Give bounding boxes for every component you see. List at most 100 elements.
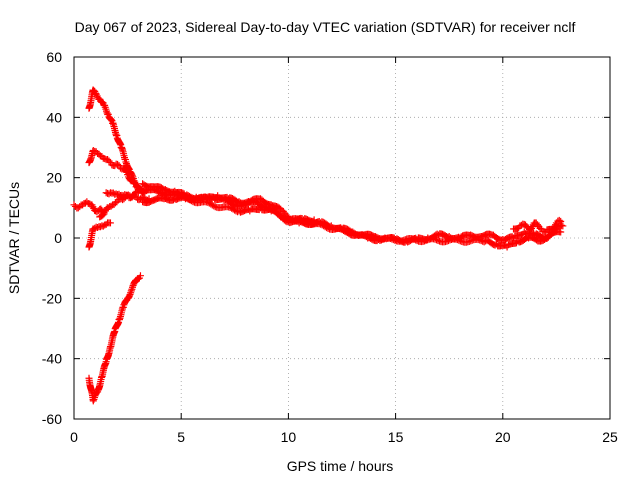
data-point-band bbox=[90, 388, 101, 403]
data-point-band bbox=[522, 229, 538, 238]
data-point-band bbox=[93, 207, 102, 216]
data-point-band bbox=[95, 150, 104, 160]
data-point-band bbox=[483, 236, 499, 249]
data-point-band bbox=[97, 211, 107, 220]
data-point-band bbox=[131, 188, 141, 196]
y-tick-label: 0 bbox=[54, 230, 62, 246]
data-point-band bbox=[500, 233, 516, 244]
data-point-band bbox=[98, 359, 110, 380]
series-arc-rising-7 bbox=[96, 188, 142, 221]
data-point-band bbox=[84, 200, 94, 208]
data-point-band bbox=[183, 194, 242, 216]
data-point-band bbox=[104, 155, 113, 165]
data-point-band bbox=[511, 224, 523, 233]
data-point-band bbox=[532, 219, 544, 232]
data-point-band bbox=[151, 183, 167, 193]
data-point-band bbox=[106, 202, 115, 211]
data-point-band bbox=[97, 97, 107, 107]
data-point-band bbox=[99, 154, 109, 163]
y-tick-label: -20 bbox=[42, 290, 62, 306]
data-point-band bbox=[118, 143, 129, 163]
data-points bbox=[70, 86, 567, 405]
data-point-band bbox=[129, 177, 139, 188]
data-point-band bbox=[133, 274, 143, 283]
data-point-band bbox=[90, 87, 99, 95]
data-point-band bbox=[549, 221, 560, 233]
series-trend-offset-lower bbox=[139, 193, 565, 251]
data-point-band bbox=[113, 134, 125, 149]
y-axis-label: SDTVAR / TECUs bbox=[6, 182, 22, 294]
data-point-band bbox=[138, 193, 147, 201]
data-point-band bbox=[116, 164, 126, 173]
data-point-band bbox=[269, 206, 285, 221]
data-point-band bbox=[258, 205, 274, 214]
data-point-band bbox=[539, 227, 548, 236]
data-point-band bbox=[112, 160, 122, 168]
data-point-band bbox=[121, 191, 130, 199]
data-point-band bbox=[247, 195, 263, 205]
data-point-band bbox=[111, 318, 123, 333]
data-point-band bbox=[125, 194, 134, 202]
data-point-band bbox=[479, 230, 495, 240]
series-arc-lower-negative bbox=[85, 272, 144, 405]
data-point-band bbox=[269, 202, 285, 213]
data-point-band bbox=[354, 231, 370, 241]
y-tick-label: 60 bbox=[46, 49, 62, 65]
data-point-band bbox=[134, 195, 143, 204]
data-point-band bbox=[95, 223, 104, 231]
series-tail-cluster-upper bbox=[510, 216, 565, 236]
data-point-band bbox=[80, 199, 89, 208]
data-point-band bbox=[107, 328, 118, 351]
data-point-band bbox=[124, 287, 135, 302]
axis-ticks bbox=[73, 56, 611, 420]
data-point-band bbox=[172, 188, 188, 198]
x-axis-label: GPS time / hours bbox=[287, 458, 394, 474]
data-point-band bbox=[99, 221, 109, 230]
series-arc-start-10 bbox=[70, 198, 108, 218]
data-point-band bbox=[333, 225, 349, 235]
data-point-band bbox=[376, 234, 488, 246]
data-point-band bbox=[108, 189, 117, 197]
data-point-band bbox=[110, 199, 119, 209]
data-point-band bbox=[104, 219, 113, 227]
data-point-band bbox=[91, 147, 100, 156]
data-point-band bbox=[279, 214, 338, 233]
data-point-band bbox=[120, 164, 131, 176]
data-point-band bbox=[109, 119, 120, 140]
series-arc-lower-small bbox=[85, 219, 114, 251]
data-point-band bbox=[71, 202, 81, 212]
x-tick-label: 20 bbox=[495, 429, 511, 445]
x-tick-labels: 0 5 10 15 20 25 bbox=[70, 429, 618, 445]
x-tick-label: 25 bbox=[602, 429, 618, 445]
data-point-band bbox=[517, 220, 527, 229]
data-point-band bbox=[85, 225, 97, 250]
data-point-band bbox=[116, 303, 127, 324]
data-point-band bbox=[120, 296, 131, 309]
data-point-band bbox=[114, 195, 124, 204]
data-point-band bbox=[104, 189, 113, 198]
chart-title: Day 067 of 2023, Sidereal Day-to-day VTE… bbox=[75, 19, 576, 35]
data-point-band bbox=[547, 228, 563, 238]
x-tick-label: 5 bbox=[177, 429, 185, 445]
x-tick-label: 0 bbox=[70, 429, 78, 445]
y-tick-label: -40 bbox=[42, 351, 62, 367]
x-tick-label: 10 bbox=[281, 429, 297, 445]
data-point-band bbox=[116, 191, 126, 199]
data-point-band bbox=[92, 90, 103, 103]
data-point-band bbox=[122, 158, 133, 173]
x-tick-label: 15 bbox=[388, 429, 404, 445]
data-point-band bbox=[119, 195, 128, 204]
data-point-band bbox=[101, 204, 111, 215]
data-point-band bbox=[103, 344, 114, 363]
data-point-band bbox=[105, 113, 116, 125]
data-point-band bbox=[101, 101, 112, 118]
data-point-band bbox=[123, 191, 132, 199]
y-tick-label: -60 bbox=[42, 411, 62, 427]
data-point-band bbox=[76, 201, 85, 211]
y-tick-labels: -60 -40 -20 0 20 40 60 bbox=[42, 49, 62, 427]
data-point-band bbox=[226, 194, 242, 206]
data-point-band bbox=[112, 190, 122, 199]
data-point-band bbox=[97, 205, 107, 216]
data-point-band bbox=[140, 197, 156, 207]
y-tick-label: 20 bbox=[46, 170, 62, 186]
